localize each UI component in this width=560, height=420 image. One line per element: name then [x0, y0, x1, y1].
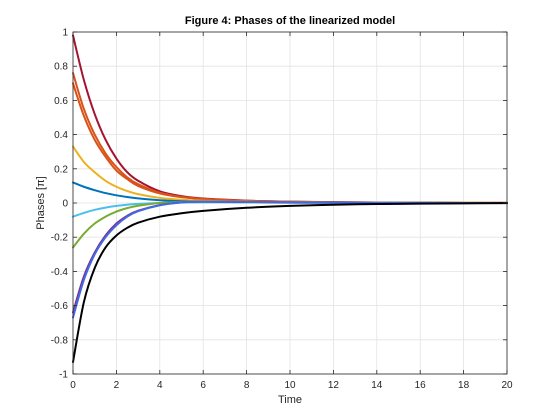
- y-tick-label: -0.8: [51, 335, 69, 346]
- y-tick-label: 0.2: [54, 164, 68, 175]
- y-axis-label: Phases [π]: [35, 176, 47, 229]
- series-group: [72, 34, 508, 364]
- y-tick-label: 1: [62, 28, 68, 39]
- x-tick-labels: 0 2 4 6 8 10 12 14 16 18 20: [70, 380, 513, 391]
- x-tick-label: 18: [458, 380, 470, 391]
- x-tick-label: 10: [284, 380, 296, 391]
- x-tick-label: 6: [200, 380, 206, 391]
- x-tick-label: 20: [501, 380, 513, 391]
- y-tick-label: 0: [62, 199, 68, 210]
- x-tick-label: 16: [415, 380, 427, 391]
- ticks: [72, 31, 508, 375]
- y-tick-label: -0.4: [51, 267, 69, 278]
- x-axis-label: Time: [278, 394, 302, 406]
- chart-title: Figure 4: Phases of the linearized model: [185, 15, 395, 27]
- series-line-9: [72, 200, 508, 319]
- y-tick-label: -0.6: [51, 301, 69, 312]
- y-tick-labels: -1 -0.8 -0.6 -0.4 -0.2 0 0.2 0.4 0.6 0.8 1: [51, 28, 69, 381]
- x-tick-label: 8: [244, 380, 250, 391]
- y-tick-label: 0.6: [54, 96, 68, 107]
- y-tick-label: -1: [59, 370, 68, 381]
- x-tick-label: 14: [371, 380, 383, 391]
- y-tick-label: 0.8: [54, 62, 68, 73]
- x-tick-label: 4: [157, 380, 163, 391]
- y-tick-label: -0.2: [51, 233, 69, 244]
- y-tick-label: 0.4: [54, 130, 68, 141]
- series-line-10: [72, 202, 508, 364]
- x-tick-label: 2: [114, 380, 120, 391]
- x-tick-label: 12: [328, 380, 340, 391]
- x-tick-label: 0: [70, 380, 76, 391]
